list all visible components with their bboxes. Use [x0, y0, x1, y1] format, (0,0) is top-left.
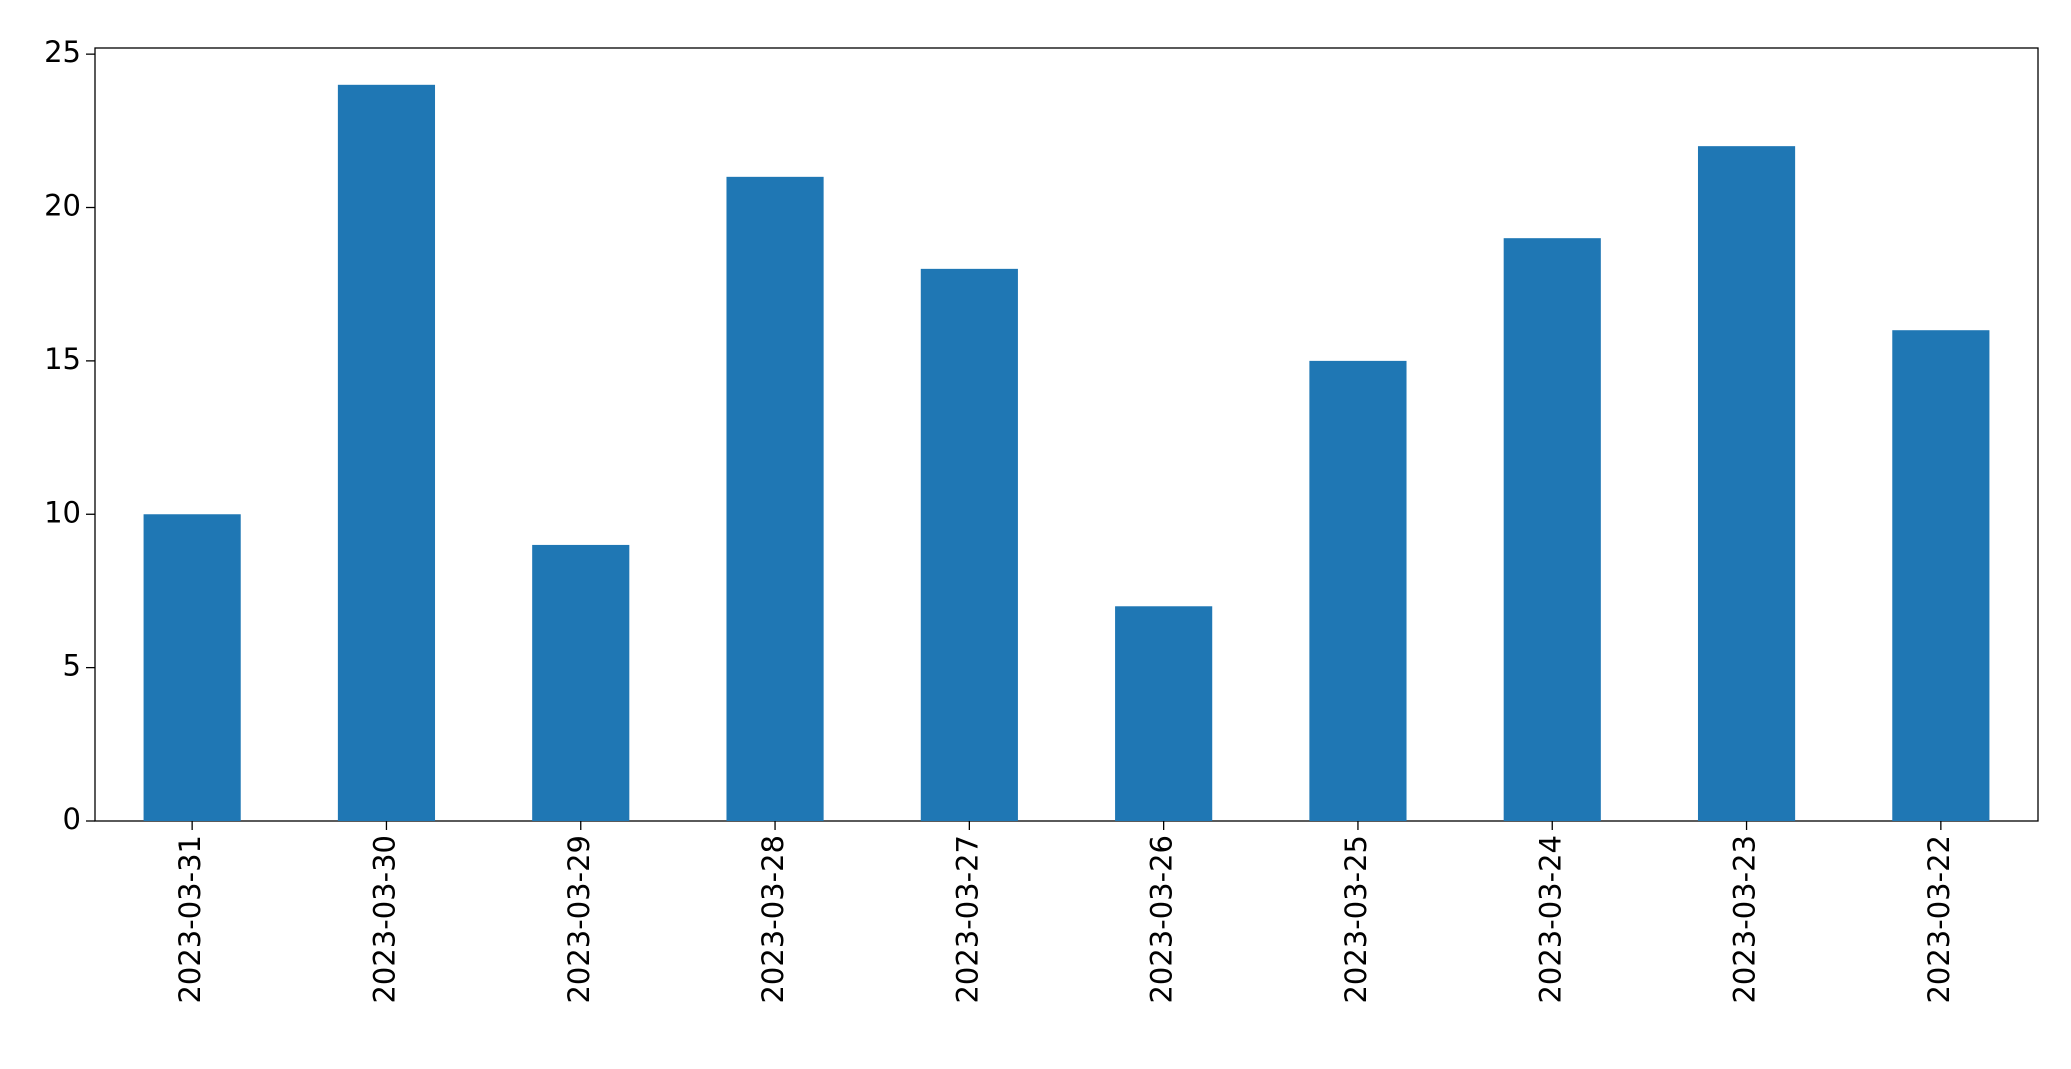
x-tick-label: 2023-03-31	[173, 835, 207, 1004]
plot-frame	[94, 47, 2039, 822]
x-tick-label: 2023-03-27	[950, 835, 984, 1004]
bar	[337, 84, 436, 822]
x-tick-label: 2023-03-22	[1922, 835, 1956, 1004]
bar	[143, 514, 241, 821]
bar	[726, 176, 824, 822]
y-tick-label: 5	[63, 649, 81, 683]
y-tick-label: 25	[44, 35, 81, 69]
bar	[1115, 606, 1213, 821]
x-tick-label: 2023-03-26	[1145, 835, 1179, 1004]
bar	[920, 268, 1018, 821]
bar	[1503, 238, 1601, 821]
x-tick-label: 2023-03-30	[367, 835, 401, 1004]
bar	[532, 544, 630, 821]
x-tick-label: 2023-03-24	[1533, 835, 1567, 1004]
y-tick-label: 20	[44, 189, 81, 223]
bar	[1892, 330, 1990, 821]
x-tick-label: 2023-03-29	[562, 835, 596, 1004]
x-tick-label: 2023-03-23	[1728, 835, 1762, 1004]
y-tick-label: 15	[44, 342, 81, 376]
bar	[1309, 360, 1407, 821]
y-tick-label: 10	[44, 495, 81, 529]
x-tick-label: 2023-03-25	[1339, 835, 1373, 1004]
bar	[1697, 146, 1796, 821]
y-tick-label: 0	[63, 802, 81, 836]
x-tick-label: 2023-03-28	[756, 835, 790, 1004]
